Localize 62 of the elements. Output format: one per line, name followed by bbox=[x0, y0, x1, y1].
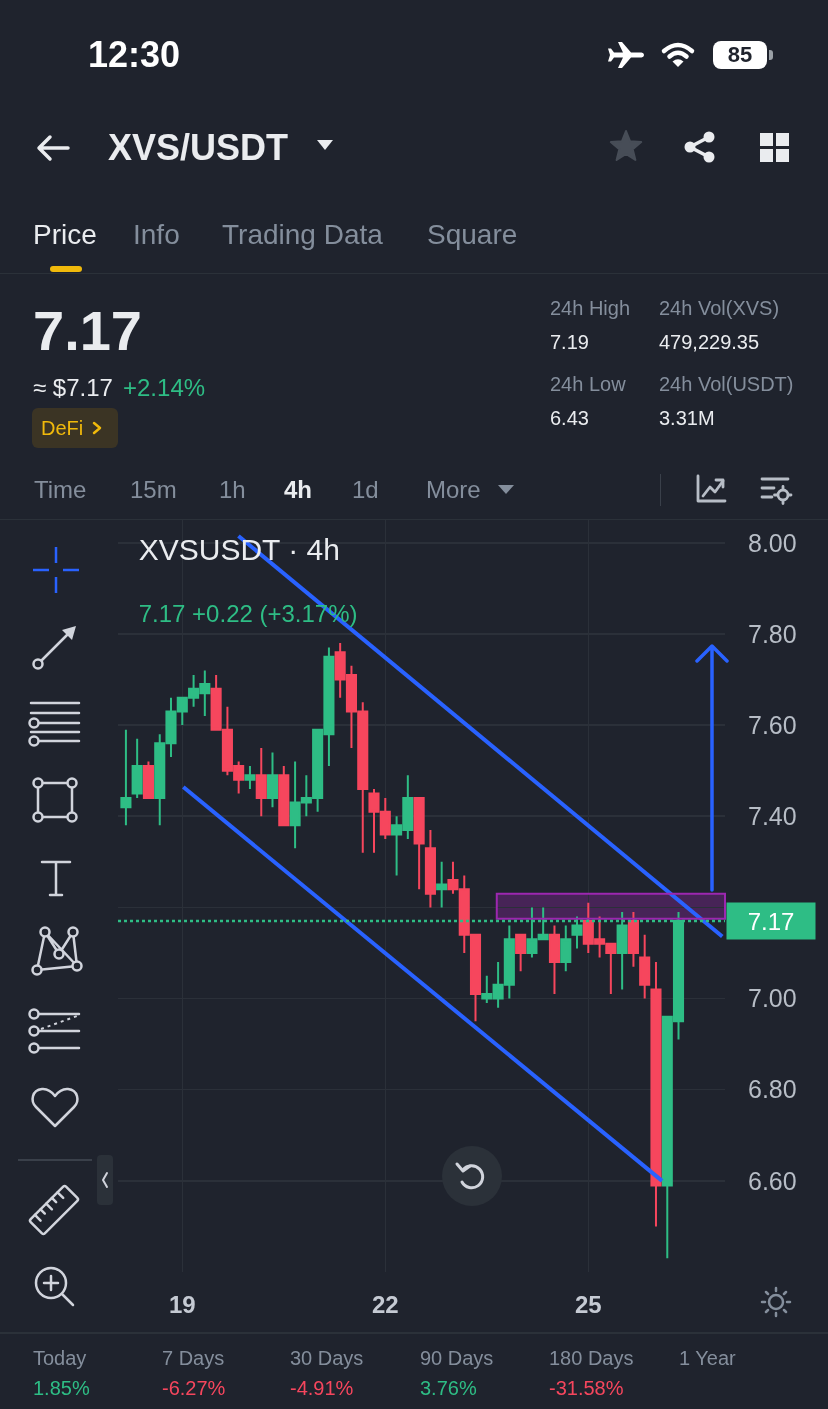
text: 1h bbox=[219, 476, 246, 503]
candlestick bbox=[244, 765, 256, 790]
text: ≈ $7.17 bbox=[33, 374, 113, 401]
text: XVS/USDT bbox=[108, 127, 289, 168]
text: 24h Vol(XVS) bbox=[659, 297, 780, 319]
text: Today bbox=[33, 1347, 87, 1369]
text: -31.58% bbox=[549, 1377, 624, 1399]
text: Price bbox=[33, 219, 97, 250]
text: 479,229.35 bbox=[659, 331, 760, 353]
y-tick-label: 7.60 bbox=[748, 710, 797, 739]
text: +2.14% bbox=[123, 374, 206, 401]
text: DeFi bbox=[41, 417, 84, 439]
text: 1.85% bbox=[33, 1377, 90, 1399]
candlestick bbox=[120, 728, 132, 827]
y-tick-label: 7.40 bbox=[748, 801, 797, 830]
candlestick bbox=[142, 760, 154, 800]
text: 7.19 bbox=[550, 331, 589, 353]
candlestick bbox=[627, 910, 639, 968]
text: 3.76% bbox=[420, 1377, 477, 1399]
ref-line-label: 7.17 bbox=[747, 907, 795, 935]
text: 4h bbox=[284, 476, 313, 503]
text: -4.91% bbox=[290, 1377, 354, 1399]
candlestick bbox=[560, 924, 572, 973]
text: -6.27% bbox=[162, 1377, 226, 1399]
y-tick-label: 8.00 bbox=[748, 528, 797, 557]
text: 180 Days bbox=[549, 1347, 634, 1369]
text: 1 Year bbox=[679, 1347, 736, 1369]
candlestick bbox=[650, 961, 662, 1228]
candlestick bbox=[413, 797, 425, 891]
text: Square bbox=[427, 219, 518, 250]
candlestick bbox=[255, 746, 267, 818]
text: 90 Days bbox=[420, 1347, 494, 1369]
text: 6.43 bbox=[550, 407, 589, 429]
text: 7 Days bbox=[162, 1347, 225, 1369]
text: 30 Days bbox=[290, 1347, 364, 1369]
text: Time bbox=[34, 476, 87, 503]
text: 1d bbox=[352, 476, 379, 503]
text: 24h High bbox=[550, 297, 631, 319]
x-tick-label: 25 bbox=[574, 1291, 602, 1318]
candlestick bbox=[278, 765, 290, 827]
y-tick-label: 7.00 bbox=[748, 984, 797, 1013]
text: Trading Data bbox=[222, 219, 383, 250]
y-tick-label: 7.80 bbox=[748, 619, 797, 648]
candlestick bbox=[436, 860, 448, 909]
x-tick-label: 22 bbox=[371, 1291, 399, 1318]
y-tick-label: 6.80 bbox=[748, 1075, 797, 1104]
candlestick bbox=[515, 933, 527, 973]
candlestick bbox=[266, 751, 279, 809]
candlestick bbox=[424, 828, 436, 909]
text: 15m bbox=[130, 476, 177, 503]
text: 7.17 bbox=[33, 299, 142, 362]
candlestick bbox=[639, 933, 651, 1000]
candlestick bbox=[131, 737, 143, 800]
y-tick-label: 6.60 bbox=[748, 1166, 797, 1195]
candlestick bbox=[548, 924, 561, 995]
text: 12:30 bbox=[88, 34, 181, 75]
text: More bbox=[426, 476, 481, 503]
text: 24h Vol(USDT) bbox=[659, 373, 794, 395]
x-tick-label: 19 bbox=[168, 1291, 196, 1318]
text: Info bbox=[133, 219, 180, 250]
text: 3.31M bbox=[659, 407, 715, 429]
text: 24h Low bbox=[550, 373, 626, 395]
